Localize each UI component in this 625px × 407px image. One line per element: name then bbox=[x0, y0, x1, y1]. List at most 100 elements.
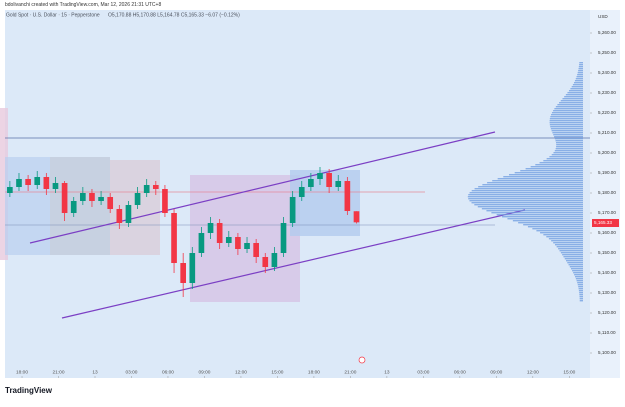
candle-body bbox=[134, 193, 141, 205]
y-tick-label: 5,190.00 bbox=[598, 170, 616, 175]
profile-bar bbox=[554, 108, 583, 110]
profile-bar bbox=[575, 276, 583, 278]
profile-bar bbox=[539, 162, 583, 164]
profile-bar bbox=[502, 216, 583, 218]
y-tick-label: 5,180.00 bbox=[598, 190, 616, 195]
y-tick-label: 5,230.00 bbox=[598, 90, 616, 95]
profile-bar bbox=[554, 244, 583, 246]
y-tick-label: 5,140.00 bbox=[598, 270, 616, 275]
profile-bar bbox=[565, 94, 583, 96]
profile-bar bbox=[578, 70, 583, 72]
candle-body bbox=[189, 253, 196, 283]
candle-body bbox=[317, 173, 323, 179]
candle-body bbox=[335, 181, 342, 187]
candle-body bbox=[80, 193, 86, 201]
trend-line bbox=[61, 209, 526, 319]
profile-bar bbox=[554, 138, 583, 140]
candle-body bbox=[180, 263, 187, 283]
candle-body bbox=[107, 197, 114, 209]
y-tick-label: 5,220.00 bbox=[598, 110, 616, 115]
profile-bar bbox=[527, 226, 583, 228]
profile-bar bbox=[481, 208, 583, 210]
profile-bar bbox=[553, 242, 583, 244]
profile-bar bbox=[550, 128, 583, 130]
profile-bar bbox=[575, 278, 583, 280]
profile-bar bbox=[572, 84, 583, 86]
candle-body bbox=[271, 253, 278, 267]
x-tick-label: 18:00 bbox=[308, 369, 320, 375]
x-tick-label: 12:00 bbox=[235, 369, 247, 375]
profile-bar bbox=[573, 272, 583, 274]
profile-bar bbox=[570, 88, 583, 90]
profile-bar bbox=[571, 86, 583, 88]
profile-bar bbox=[577, 282, 583, 284]
candle-body bbox=[171, 213, 177, 263]
profile-bar bbox=[556, 146, 583, 148]
profile-bar bbox=[549, 120, 583, 122]
x-tick-label: 15:00 bbox=[563, 369, 575, 375]
profile-bar bbox=[549, 118, 583, 120]
profile-bar bbox=[553, 152, 583, 154]
profile-bar bbox=[572, 270, 583, 272]
x-tick-label: 13 bbox=[384, 369, 390, 375]
profile-bar bbox=[560, 252, 583, 254]
y-tick-label: 5,160.00 bbox=[598, 230, 616, 235]
candle-body bbox=[262, 257, 269, 267]
footer-logo: TradingView bbox=[5, 386, 53, 395]
profile-bar bbox=[487, 182, 583, 184]
x-tick-label: 03:00 bbox=[125, 369, 137, 375]
trend-line bbox=[29, 131, 496, 244]
profile-bar bbox=[477, 206, 583, 208]
candle-body bbox=[216, 223, 223, 243]
profile-bar bbox=[468, 194, 583, 196]
x-tick-label: 06:00 bbox=[162, 369, 174, 375]
candle-body bbox=[280, 223, 287, 253]
candle-body bbox=[253, 243, 259, 257]
profile-bar bbox=[556, 246, 583, 248]
profile-bar bbox=[482, 184, 583, 186]
x-tick-label: 21:00 bbox=[344, 369, 356, 375]
x-tick-label: 09:00 bbox=[198, 369, 210, 375]
profile-bar bbox=[497, 178, 583, 180]
profile-bar bbox=[559, 102, 583, 104]
profile-bar bbox=[566, 260, 583, 262]
candle-body bbox=[326, 173, 332, 187]
candle-body bbox=[298, 187, 305, 197]
profile-bar bbox=[549, 124, 583, 126]
profile-bar bbox=[536, 230, 583, 232]
profile-bar bbox=[469, 192, 583, 194]
profile-bar bbox=[579, 300, 583, 302]
profile-bar bbox=[551, 130, 583, 132]
profile-bar bbox=[551, 154, 583, 156]
box bbox=[0, 108, 8, 260]
candle-body bbox=[116, 209, 123, 223]
profile-bar bbox=[554, 150, 583, 152]
y-tick-label: 5,240.00 bbox=[598, 70, 616, 75]
candle-body bbox=[52, 183, 59, 189]
candle-body bbox=[207, 223, 214, 233]
profile-bar bbox=[535, 164, 583, 166]
profile-bar bbox=[579, 62, 583, 64]
candle-body bbox=[43, 177, 50, 189]
drawings bbox=[0, 108, 590, 319]
profile-bar bbox=[574, 274, 583, 276]
y-tick-label: 5,110.00 bbox=[598, 330, 616, 335]
x-tick-label: 21:00 bbox=[53, 369, 65, 375]
x-tick-label: 15:00 bbox=[271, 369, 283, 375]
candle-body bbox=[61, 183, 68, 213]
profile-bar bbox=[559, 250, 583, 252]
profile-bar bbox=[496, 214, 583, 216]
profile-bar bbox=[579, 64, 583, 66]
profile-bar bbox=[570, 268, 583, 270]
profile-bar bbox=[578, 290, 583, 292]
y-tick-label: 5,210.00 bbox=[598, 130, 616, 135]
profile-bar bbox=[514, 172, 583, 174]
profile-bar bbox=[469, 200, 583, 202]
y-tick-label: 5,200.00 bbox=[598, 150, 616, 155]
profile-bar bbox=[478, 186, 583, 188]
y-tick-label: 5,120.00 bbox=[598, 310, 616, 315]
profile-bar bbox=[564, 258, 583, 260]
profile-bar bbox=[551, 112, 583, 114]
candle-body bbox=[344, 181, 351, 211]
candle-body bbox=[353, 211, 360, 223]
